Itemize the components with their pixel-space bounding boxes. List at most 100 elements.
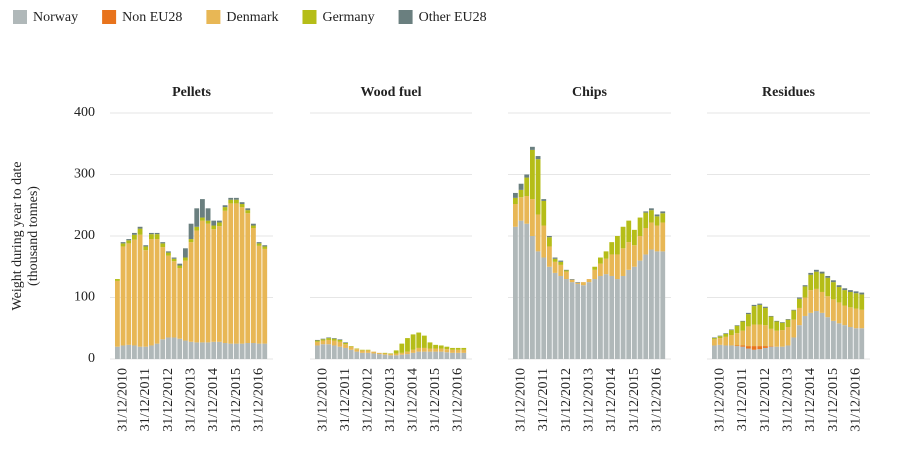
bar-segment bbox=[337, 339, 343, 342]
bar-segment bbox=[808, 312, 814, 359]
bar-segment bbox=[626, 269, 632, 359]
bar-segment bbox=[836, 302, 842, 324]
bar-segment bbox=[200, 220, 205, 343]
bar-segment bbox=[643, 211, 649, 213]
bar-segment bbox=[603, 258, 609, 275]
bar-segment bbox=[126, 239, 132, 241]
bar-segment bbox=[166, 251, 171, 253]
bar-segment bbox=[598, 263, 603, 276]
bar-segment bbox=[256, 245, 262, 344]
bar-segment bbox=[183, 260, 188, 341]
bar-segment bbox=[132, 345, 137, 359]
bar-segment bbox=[188, 242, 194, 342]
bar-segment bbox=[137, 228, 143, 235]
bar-segment bbox=[154, 343, 160, 359]
bar-segment bbox=[717, 336, 723, 339]
bar-segment bbox=[326, 339, 332, 345]
bar-segment bbox=[433, 344, 439, 349]
bar-segment bbox=[518, 197, 524, 221]
bar-segment bbox=[723, 345, 729, 359]
bar-segment bbox=[137, 346, 143, 359]
bar-segment bbox=[763, 346, 768, 348]
bar-segment bbox=[194, 342, 200, 359]
x-tick-label: 31/12/2010 bbox=[315, 368, 330, 432]
bar-segment bbox=[654, 251, 660, 359]
bar-segment bbox=[780, 330, 785, 347]
bar-segment bbox=[320, 340, 326, 345]
bar-segment bbox=[183, 257, 188, 261]
bar-segment bbox=[712, 339, 717, 346]
bar-segment bbox=[188, 341, 194, 359]
bar-segment bbox=[382, 352, 388, 354]
bar-segment bbox=[461, 349, 467, 353]
bar-segment bbox=[802, 285, 808, 287]
bar-segment bbox=[530, 146, 535, 150]
bar-segment bbox=[115, 279, 120, 281]
bar-segment bbox=[842, 305, 848, 326]
bar-segment bbox=[712, 337, 717, 339]
bar-segment bbox=[836, 285, 842, 288]
bar-segment bbox=[513, 226, 518, 359]
bar-segment bbox=[740, 346, 746, 359]
bar-segment bbox=[734, 325, 740, 326]
bar-segment bbox=[450, 352, 455, 359]
legend-swatch bbox=[206, 10, 221, 24]
bar-segment bbox=[154, 239, 160, 344]
bar-segment bbox=[729, 345, 734, 359]
bar-segment bbox=[382, 353, 388, 355]
bar-segment bbox=[337, 341, 343, 347]
bar-segment bbox=[160, 247, 166, 340]
bar-segment bbox=[819, 291, 825, 313]
bar-segment bbox=[416, 347, 422, 352]
bar-segment bbox=[331, 338, 337, 339]
bar-segment bbox=[438, 345, 444, 349]
bar-segment bbox=[586, 282, 592, 359]
bar-segment bbox=[592, 279, 598, 359]
bar-segment bbox=[729, 335, 734, 346]
bar-segment bbox=[200, 217, 205, 221]
bar-segment bbox=[734, 333, 740, 346]
bar-segment bbox=[194, 208, 200, 227]
bar-segment bbox=[365, 350, 371, 353]
bar-segment bbox=[331, 345, 337, 359]
bar-segment bbox=[757, 349, 763, 359]
bar-segment bbox=[326, 337, 332, 339]
bar-segment bbox=[149, 345, 154, 359]
panel-title: Wood fuel bbox=[360, 85, 421, 100]
bar-segment bbox=[802, 286, 808, 298]
bar-segment bbox=[609, 275, 615, 359]
bar-segment bbox=[228, 197, 234, 200]
bar-segment bbox=[256, 243, 262, 246]
bar-segment bbox=[245, 210, 251, 214]
bar-segment bbox=[541, 200, 547, 226]
bar-segment bbox=[354, 351, 360, 359]
bar-segment bbox=[393, 350, 399, 354]
bar-segment bbox=[427, 351, 433, 359]
bar-segment bbox=[581, 282, 586, 286]
x-tick-label: 31/12/2010 bbox=[712, 368, 727, 432]
bar-segment bbox=[416, 332, 422, 348]
bar-segment bbox=[814, 288, 819, 312]
bar-segment bbox=[592, 269, 598, 280]
bar-segment bbox=[171, 257, 177, 259]
bar-segment bbox=[649, 208, 654, 211]
x-tick-label: 31/12/2015 bbox=[229, 368, 244, 432]
bar-segment bbox=[245, 213, 251, 344]
bar-segment bbox=[842, 325, 848, 359]
bar-segment bbox=[433, 351, 439, 359]
bar-segment bbox=[581, 285, 586, 359]
panel-title: Pellets bbox=[172, 85, 211, 100]
bar-segment bbox=[455, 352, 461, 359]
bar-segment bbox=[723, 333, 729, 334]
bar-segment bbox=[541, 257, 547, 359]
x-tick-label: 31/12/2016 bbox=[848, 368, 863, 432]
x-tick-label: 31/12/2016 bbox=[450, 368, 465, 432]
bar-segment bbox=[831, 320, 836, 359]
x-tick-label: 31/12/2014 bbox=[803, 368, 818, 432]
bar-segment bbox=[194, 230, 200, 343]
bar-segment bbox=[421, 351, 427, 359]
x-tick-label: 31/12/2012 bbox=[360, 368, 375, 432]
bar-segment bbox=[757, 346, 763, 350]
bar-segment bbox=[547, 236, 552, 238]
bar-segment bbox=[785, 327, 791, 346]
